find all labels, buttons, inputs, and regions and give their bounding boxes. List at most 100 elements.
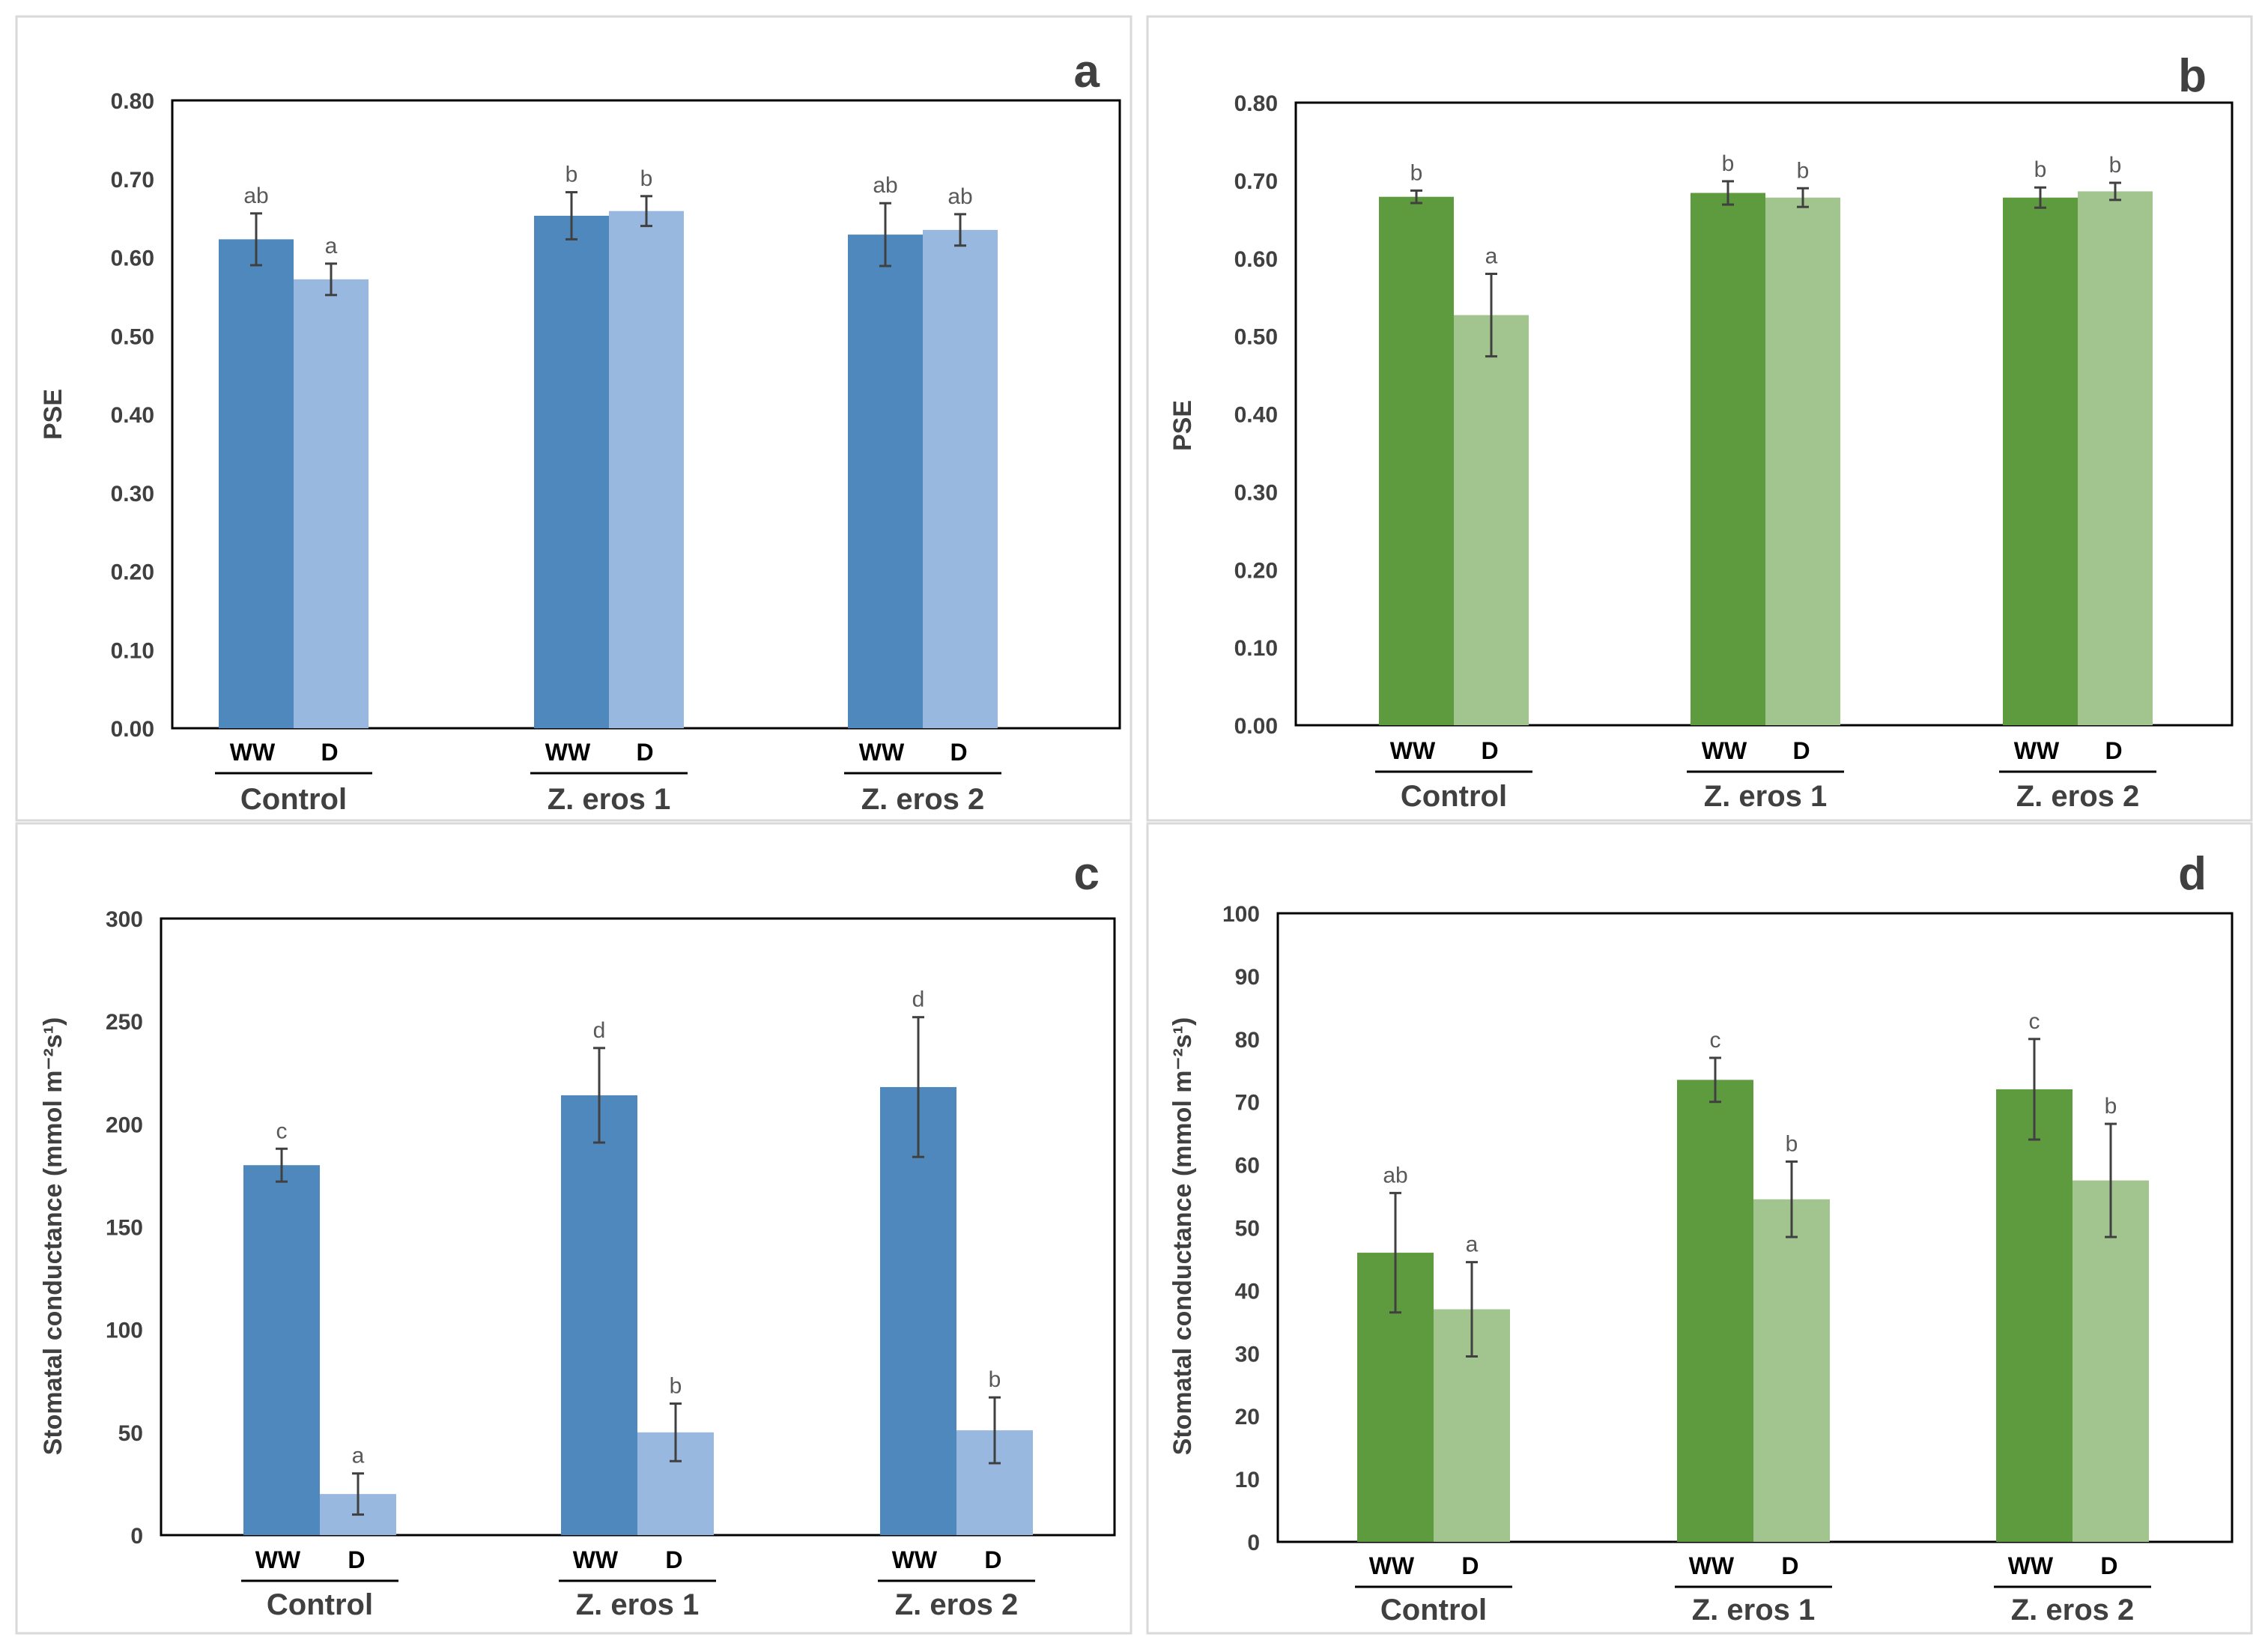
- condition-label: WW: [1702, 737, 1747, 764]
- condition-label: D: [348, 1546, 365, 1573]
- significance-letter: c: [2029, 1009, 2040, 1034]
- group-label: Z. eros 2: [895, 1588, 1019, 1621]
- condition-label: D: [950, 739, 967, 766]
- significance-letter: d: [912, 987, 925, 1012]
- significance-letter: b: [2109, 153, 2122, 178]
- condition-label: D: [1481, 737, 1498, 764]
- y-tick-label: 20: [1235, 1405, 1260, 1429]
- significance-letter: b: [640, 166, 653, 191]
- condition-label: D: [2100, 1552, 2117, 1579]
- panel-letter: b: [2178, 50, 2207, 102]
- significance-letter: ab: [873, 173, 897, 198]
- y-tick-label: 0.40: [111, 403, 154, 428]
- y-tick-label: 0.10: [111, 638, 154, 663]
- bar-d-1: [1753, 1199, 1830, 1542]
- y-tick-label: 100: [1222, 902, 1260, 927]
- y-tick-label: 0.00: [1234, 714, 1278, 739]
- group-label: Control: [267, 1588, 373, 1621]
- group-label: Z. eros 1: [1704, 780, 1828, 813]
- condition-label: D: [984, 1546, 1001, 1573]
- y-axis-label: Stomatal conductance (mmol m⁻²s¹): [39, 1017, 67, 1456]
- condition-label: WW: [892, 1546, 938, 1573]
- bar-ww-2: [1996, 1089, 2073, 1542]
- group-label: Z. eros 1: [548, 783, 671, 816]
- panel-letter: c: [1074, 848, 1100, 900]
- significance-letter: b: [2034, 157, 2047, 182]
- significance-letter: a: [1466, 1232, 1479, 1257]
- condition-label: D: [1781, 1552, 1798, 1579]
- y-tick-label: 100: [106, 1319, 143, 1343]
- significance-letter: b: [1797, 158, 1810, 183]
- y-tick-label: 30: [1235, 1342, 1260, 1367]
- y-tick-label: 40: [1235, 1279, 1260, 1304]
- y-axis-label: Stomatal conductance (mmol m⁻²s¹): [1168, 1017, 1197, 1456]
- group-label: Z. eros 2: [2011, 1594, 2135, 1627]
- bar-d-0: [1454, 315, 1529, 725]
- condition-label: WW: [2008, 1552, 2054, 1579]
- significance-letter: b: [1410, 160, 1423, 185]
- y-tick-label: 70: [1235, 1091, 1260, 1116]
- bar-ww-2: [2003, 197, 2078, 725]
- significance-letter: ab: [1383, 1163, 1407, 1187]
- significance-letter: ab: [243, 184, 268, 208]
- y-tick-label: 0.20: [1234, 558, 1278, 583]
- condition-label: D: [2105, 737, 2122, 764]
- significance-letter: b: [1722, 151, 1735, 176]
- y-tick-label: 10: [1235, 1468, 1260, 1492]
- y-tick-label: 0.00: [111, 717, 154, 742]
- bar-ww-0: [1379, 196, 1454, 726]
- y-tick-label: 0.80: [111, 89, 154, 114]
- significance-letter: b: [2105, 1094, 2117, 1119]
- significance-letter: a: [325, 234, 338, 258]
- y-tick-label: 0.30: [1234, 480, 1278, 505]
- group-label: Control: [1401, 780, 1507, 813]
- bar-ww-2: [880, 1086, 956, 1535]
- significance-letter: b: [670, 1373, 682, 1398]
- y-tick-label: 0.40: [1234, 403, 1278, 428]
- condition-label: WW: [1369, 1552, 1415, 1579]
- y-axis-label: PSE: [1168, 400, 1197, 451]
- condition-label: WW: [545, 739, 591, 766]
- condition-label: D: [1461, 1552, 1479, 1579]
- bar-ww-1: [534, 215, 609, 728]
- significance-letter: d: [593, 1018, 606, 1043]
- y-tick-label: 50: [118, 1421, 143, 1446]
- significance-letter: b: [566, 163, 578, 187]
- y-tick-label: 0.70: [1234, 169, 1278, 194]
- condition-label: WW: [1390, 737, 1436, 764]
- y-tick-label: 0: [1247, 1531, 1260, 1555]
- y-tick-label: 80: [1235, 1028, 1260, 1053]
- y-tick-label: 0: [130, 1524, 143, 1549]
- bar-d-2: [2073, 1180, 2149, 1542]
- condition-label: WW: [255, 1546, 301, 1573]
- y-tick-label: 60: [1235, 1154, 1260, 1178]
- condition-label: D: [321, 739, 338, 766]
- group-label: Z. eros 1: [1692, 1594, 1816, 1627]
- condition-label: D: [665, 1546, 682, 1573]
- bar-ww-0: [243, 1165, 320, 1535]
- bar-d-1: [609, 211, 684, 728]
- condition-label: D: [636, 739, 653, 766]
- group-label: Z. eros 1: [576, 1588, 700, 1621]
- bar-d-0: [294, 279, 369, 729]
- significance-letter: ab: [947, 184, 972, 209]
- panel-b: b 0.00 0.10 0.20 0.30 0.40 0.50 0.60 0.70 0.80 PSE…: [1146, 15, 2253, 822]
- y-tick-label: 0.80: [1234, 91, 1278, 116]
- significance-letter: c: [276, 1119, 288, 1143]
- y-tick-label: 0.50: [1234, 325, 1278, 350]
- bar-ww-1: [1691, 193, 1765, 725]
- bar-ww-1: [561, 1095, 637, 1535]
- panel-letter: a: [1074, 46, 1100, 97]
- significance-letter: a: [1485, 244, 1498, 269]
- panel-c: c 0 50 100 150 200 250 300 Stomatal conductance …: [15, 822, 1133, 1635]
- condition-label: WW: [1689, 1552, 1735, 1579]
- group-label: Z. eros 2: [861, 783, 985, 816]
- group-label: Z. eros 2: [2016, 780, 2140, 813]
- bar-d-2: [923, 229, 998, 728]
- y-tick-label: 90: [1235, 965, 1260, 990]
- y-tick-label: 0.50: [111, 324, 154, 349]
- y-tick-label: 300: [106, 907, 143, 932]
- y-tick-label: 0.20: [111, 560, 154, 585]
- y-tick-label: 200: [106, 1113, 143, 1137]
- panel-d: d 0 10 20 30 40 50 60 70 80 90 100 Stomatal conducta…: [1146, 822, 2253, 1635]
